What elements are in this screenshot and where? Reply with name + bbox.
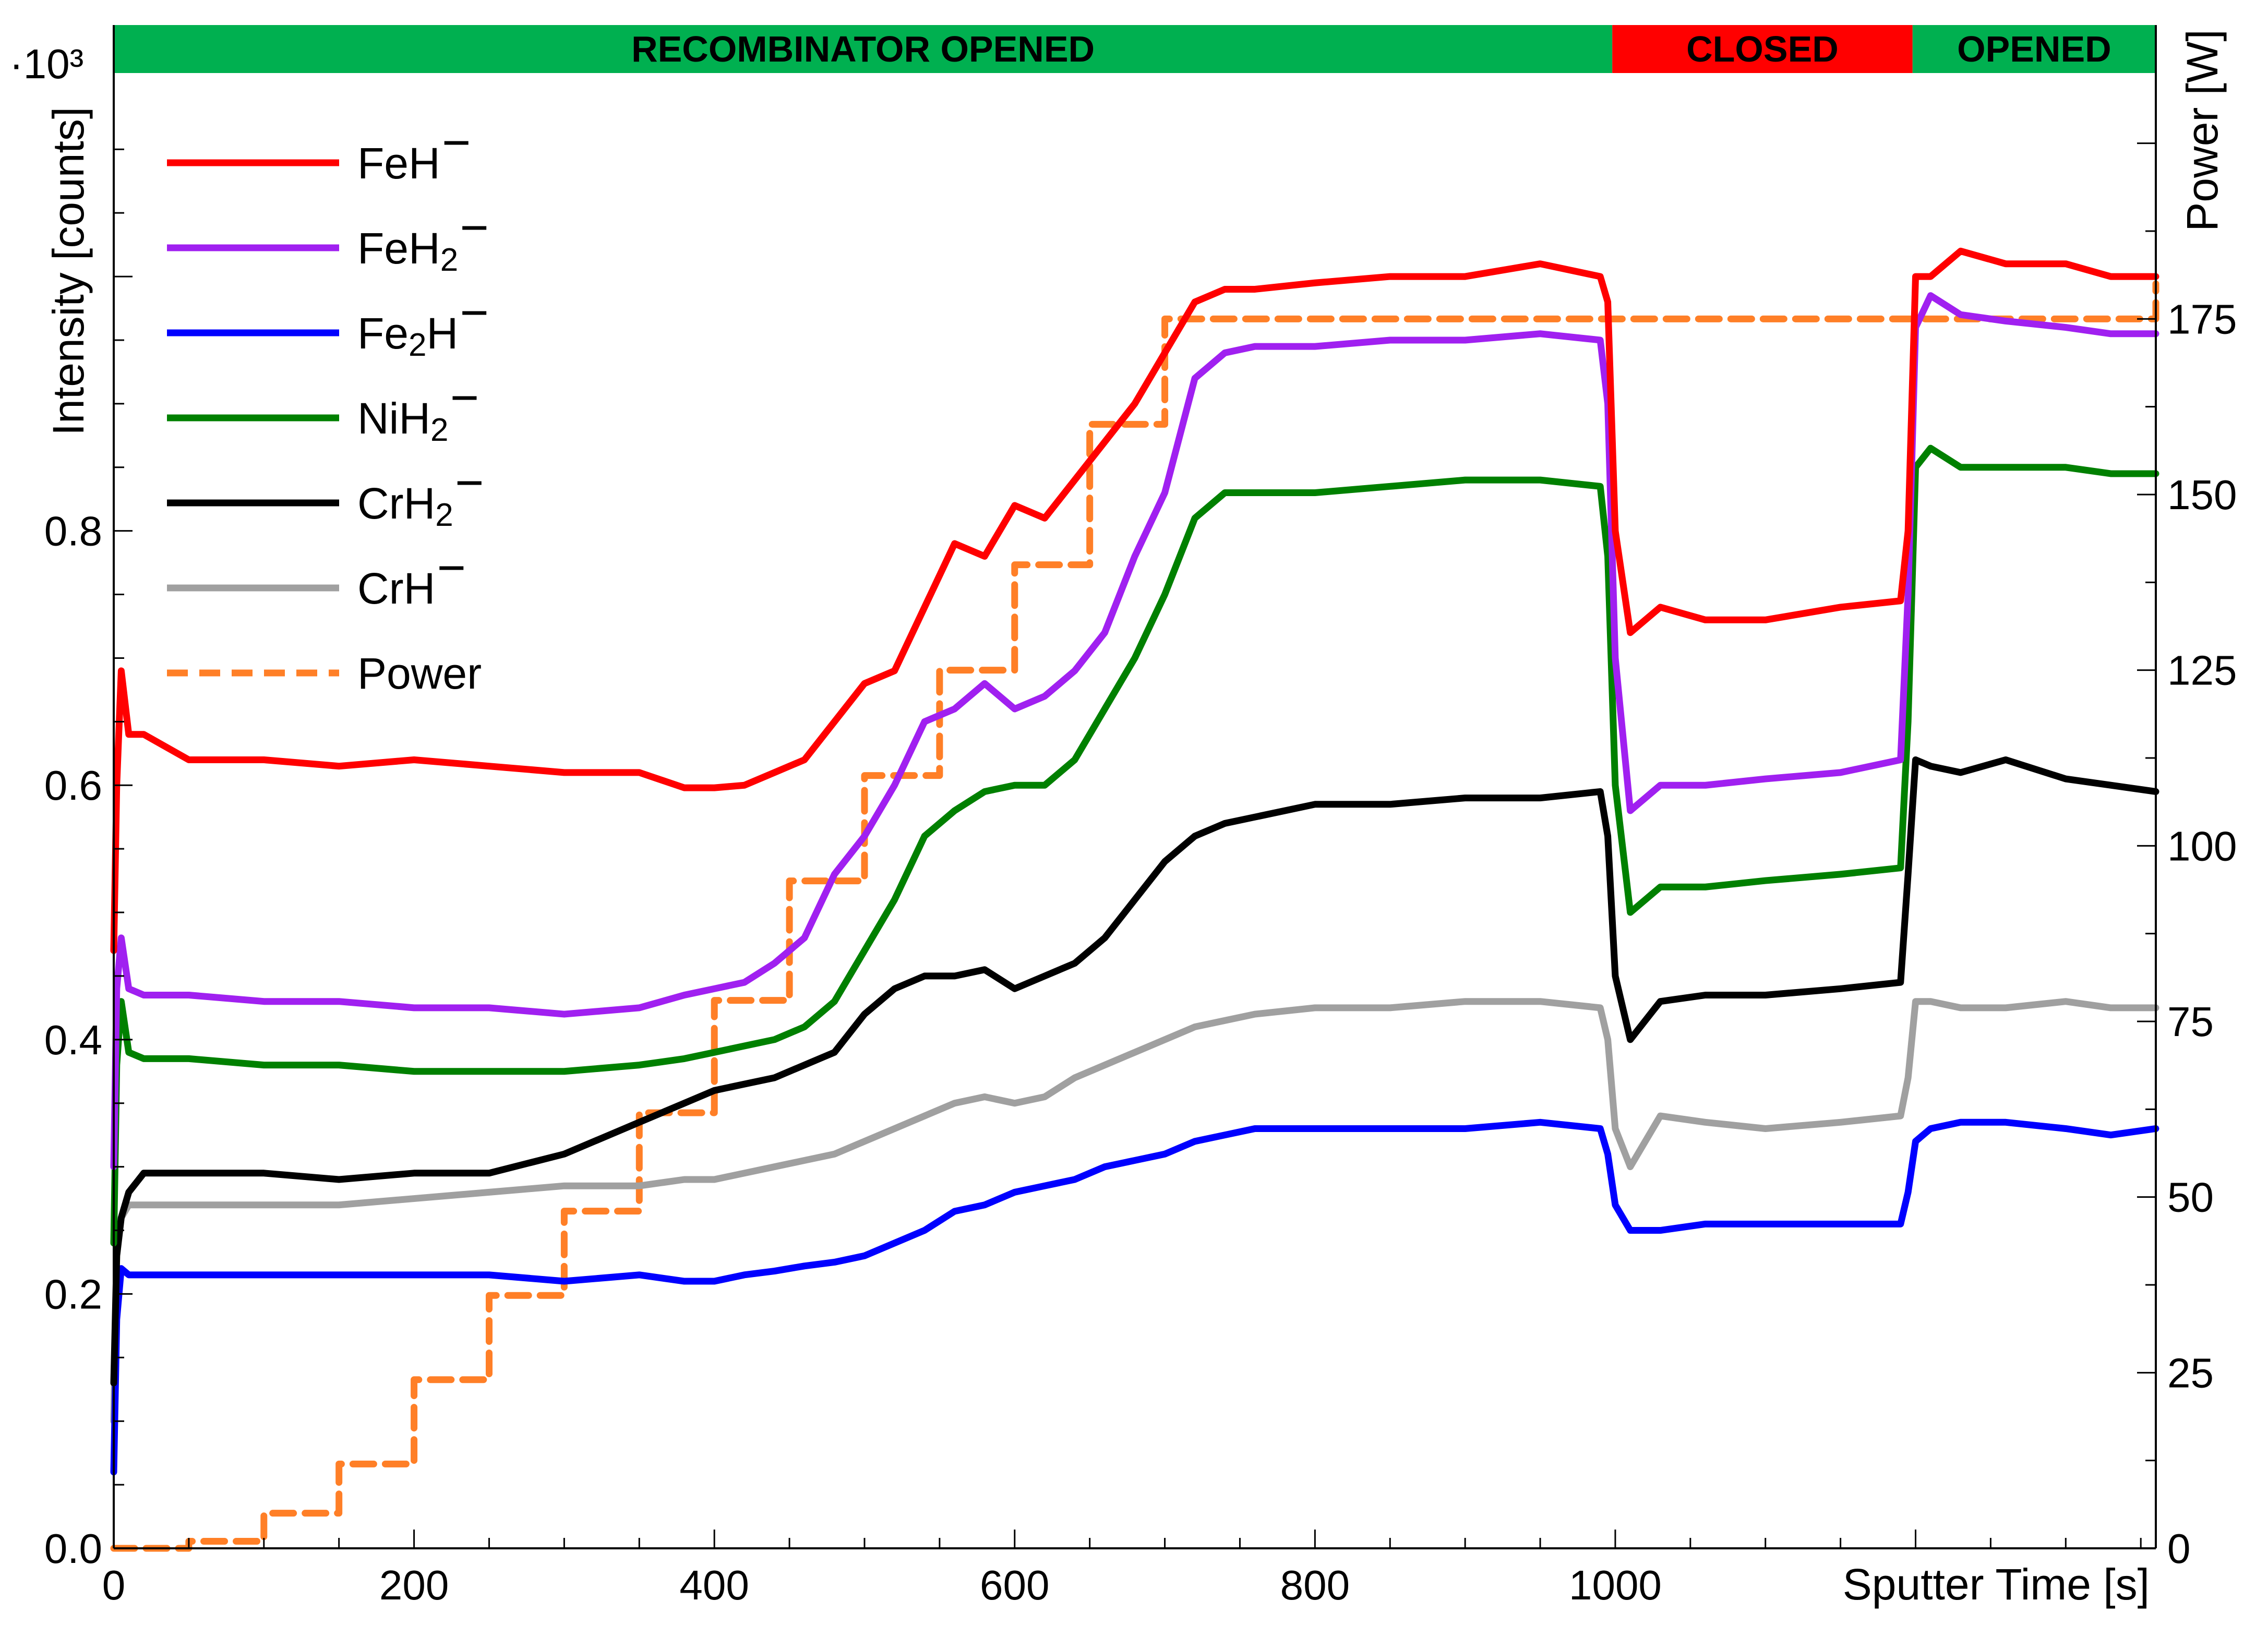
legend-label: NiH2 — [357, 394, 448, 448]
y2-tick-label: 125 — [2167, 647, 2237, 694]
series-line — [110, 444, 2159, 1247]
x-tick-label: 200 — [379, 1562, 449, 1608]
legend-label-main: NiH — [357, 394, 430, 443]
state-band — [1912, 25, 2156, 73]
legend-label-main: Power — [357, 649, 482, 698]
y2-tick-label: 100 — [2167, 823, 2237, 869]
y-axis-title: Intensity [counts] — [44, 107, 93, 436]
legend-label-after: H — [427, 309, 459, 358]
y-tick-label: 0.4 — [44, 1017, 102, 1063]
y-tick-label: 0.6 — [44, 762, 102, 809]
legend-label-subscript: 2 — [440, 242, 458, 278]
legend-label: FeH2 — [357, 224, 458, 278]
x-tick-label: 800 — [1280, 1562, 1350, 1608]
x-axis-title: Sputter Time [s] — [1843, 1560, 2150, 1609]
legend-label: CrH — [357, 564, 435, 613]
state-band — [114, 25, 1613, 73]
y-multiplier: ·10³ — [9, 41, 83, 87]
y2-tick-label: 150 — [2167, 472, 2237, 518]
legend-label-main: FeH — [357, 224, 440, 273]
x-tick-label: 400 — [679, 1562, 749, 1608]
legend-label-subscript: 2 — [435, 497, 453, 533]
y-tick-label: 0.8 — [44, 508, 102, 555]
y-tick-label: 0.0 — [44, 1525, 102, 1572]
series-line — [110, 756, 2159, 1387]
state-band-label: OPENED — [1957, 29, 2111, 69]
legend-label-main: CrH — [357, 564, 435, 613]
x-tick-label: 0 — [102, 1562, 126, 1608]
series-line — [110, 998, 2159, 1425]
legend-label: Fe2H — [357, 309, 458, 363]
legend-label: CrH2 — [357, 479, 453, 533]
legend-label-main: FeH — [357, 139, 440, 188]
y2-tick-label: 75 — [2167, 998, 2214, 1045]
series-line — [110, 1118, 2159, 1476]
y2-axis-title: Power [W] — [2178, 29, 2227, 231]
y2-tick-label: 175 — [2167, 296, 2237, 342]
state-band-label: CLOSED — [1686, 29, 1839, 69]
state-band-label: RECOMBINATOR OPENED — [631, 29, 1095, 69]
y2-tick-label: 25 — [2167, 1350, 2214, 1396]
legend-label-main: CrH — [357, 479, 435, 528]
axes: 0 200 400 600 800 1000 0.0 0.2 0.4 0.6 0.8 0 25 50 75 1… — [44, 25, 2237, 1608]
legend-label: Power — [357, 649, 482, 698]
series-line — [110, 292, 2159, 1171]
x-tick-label: 600 — [980, 1562, 1049, 1608]
legend-label-subscript: 2 — [430, 412, 448, 448]
y2-tick-label: 50 — [2167, 1174, 2214, 1221]
legend-label: FeH — [357, 139, 440, 188]
legend-label-main: Fe — [357, 309, 409, 358]
y-tick-label: 0.2 — [44, 1271, 102, 1317]
series-line — [110, 280, 2159, 1552]
series-line — [110, 247, 2159, 954]
series-layer — [110, 247, 2159, 1552]
state-band — [1612, 25, 1913, 73]
legend-label-subscript: 2 — [409, 327, 426, 363]
state-bands: RECOMBINATOR OPENED CLOSED OPENED — [114, 25, 2156, 73]
x-tick-label: 1000 — [1569, 1562, 1662, 1608]
y2-tick-label: 0 — [2167, 1525, 2191, 1572]
